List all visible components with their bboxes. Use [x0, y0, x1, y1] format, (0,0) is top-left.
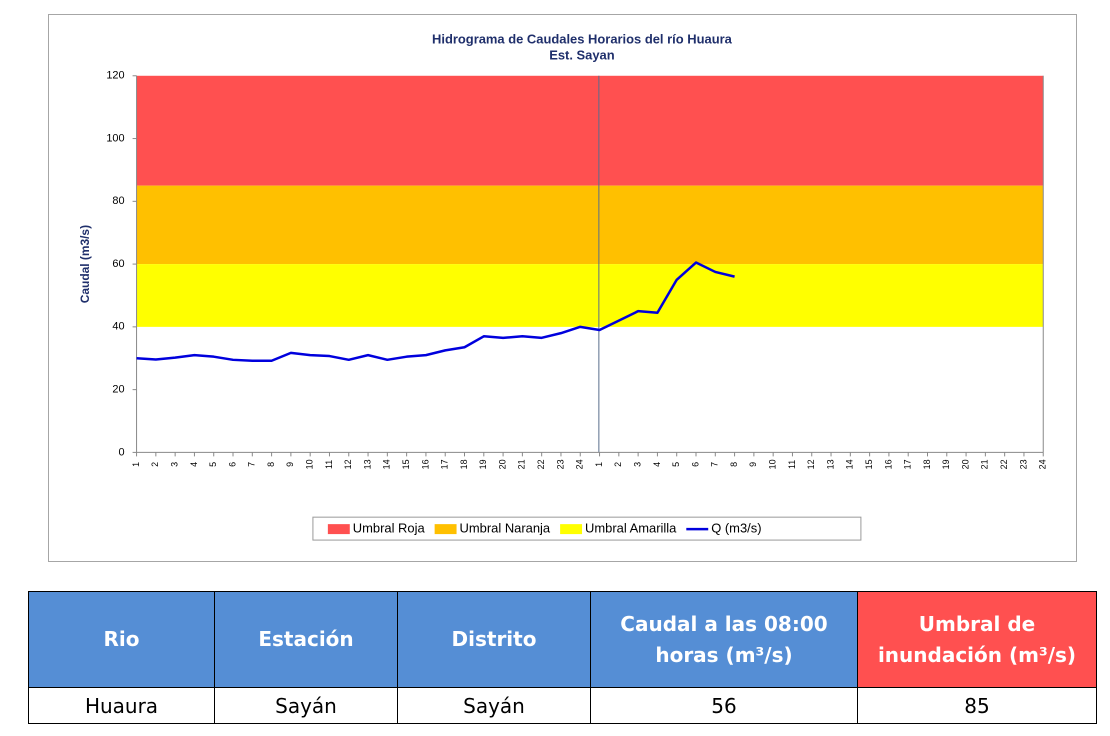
x-tick-label: 8 [729, 462, 739, 467]
x-tick-label: 3 [632, 462, 642, 467]
x-tick-label: 19 [941, 459, 951, 469]
x-tick-label: 2 [150, 462, 160, 467]
x-tick-label: 12 [343, 459, 353, 469]
x-tick-label: 21 [980, 459, 990, 469]
x-tick-label: 24 [575, 459, 585, 469]
x-tick-label: 10 [768, 459, 778, 469]
x-tick-label: 23 [1018, 459, 1028, 469]
header-cell: Rio [28, 591, 215, 688]
header-cell: Distrito [397, 591, 591, 688]
x-tick-label: 18 [459, 459, 469, 469]
x-tick-label: 8 [266, 462, 276, 467]
header-cell: Estación [214, 591, 398, 688]
legend-swatch [434, 524, 457, 535]
x-tick-label: 4 [652, 462, 662, 467]
x-tick-label: 7 [710, 462, 720, 467]
x-tick-label: 17 [440, 459, 450, 469]
x-tick-label: 14 [845, 459, 855, 469]
legend-swatch [327, 524, 350, 535]
x-tick-label: 9 [285, 462, 295, 467]
x-tick-label: 13 [825, 459, 835, 469]
x-tick-label: 16 [883, 459, 893, 469]
chart-subtitle: Est. Sayan [549, 47, 615, 62]
x-tick-label: 21 [517, 459, 527, 469]
chart-title: Hidrograma de Caudales Horarios del río … [432, 31, 733, 46]
x-tick-label: 14 [382, 459, 392, 469]
x-tick-label: 13 [362, 459, 372, 469]
threshold-band [136, 264, 1044, 327]
y-tick-label: 20 [112, 384, 124, 396]
x-tick-label: 3 [170, 462, 180, 467]
x-tick-label: 23 [555, 459, 565, 469]
header-cell: Umbral de inundación (m³/s) [857, 591, 1097, 688]
y-tick-label: 120 [106, 70, 124, 82]
threshold-band [136, 75, 1044, 186]
x-tick-label: 5 [208, 462, 218, 467]
chart: Hidrograma de Caudales Horarios del río … [48, 14, 1077, 562]
cell: Sayán [397, 687, 591, 724]
series-line [136, 261, 735, 362]
x-tick-label: 6 [227, 462, 237, 467]
x-tick-label: 6 [690, 462, 700, 467]
x-tick-label: 11 [787, 460, 797, 469]
y-tick-label: 0 [119, 446, 125, 458]
cell: Sayán [214, 687, 398, 724]
legend [312, 516, 862, 541]
legend-label: Q (m3/s) [711, 521, 761, 536]
x-tick-label: 20 [960, 459, 970, 469]
y-tick-label: 60 [112, 258, 124, 270]
cell: 56 [590, 687, 858, 724]
x-tick-label: 24 [1038, 459, 1048, 469]
legend-label: Umbral Naranja [460, 521, 551, 536]
x-tick-label: 20 [497, 459, 507, 469]
x-tick-label: 2 [613, 462, 623, 467]
y-tick-label: 80 [112, 195, 124, 207]
y-tick-label: 100 [106, 132, 124, 144]
legend-swatch [560, 524, 583, 535]
y-axis-label: Caudal (m3/s) [78, 225, 92, 303]
header-cell: Caudal a las 08:00 horas (m³/s) [590, 591, 858, 688]
table: Rio Estación Distrito Caudal a las 08:00… [28, 591, 1097, 724]
x-tick-label: 1 [131, 462, 141, 467]
x-tick-label: 15 [401, 459, 411, 469]
x-tick-label: 19 [478, 459, 488, 469]
row: Huaura Sayán Sayán 56 85 [28, 687, 1097, 724]
x-tick-label: 22 [536, 459, 546, 469]
header-row: Rio Estación Distrito Caudal a las 08:00… [28, 591, 1097, 688]
x-tick-label: 18 [922, 459, 932, 469]
legend-label: Umbral Amarilla [585, 521, 677, 536]
x-tick-label: 10 [305, 459, 315, 469]
cell: Huaura [28, 687, 215, 724]
y-tick-label: 40 [112, 321, 124, 333]
legend-label: Umbral Roja [353, 521, 426, 536]
x-tick-label: 22 [999, 459, 1009, 469]
x-tick-label: 9 [748, 462, 758, 467]
x-tick-label: 16 [420, 459, 430, 469]
x-tick-label: 15 [864, 459, 874, 469]
x-tick-label: 7 [247, 462, 257, 467]
x-tick-label: 11 [324, 460, 334, 469]
x-tick-label: 1 [594, 462, 604, 467]
x-tick-label: 5 [671, 462, 681, 467]
x-tick-label: 12 [806, 459, 816, 469]
x-tick-label: 17 [903, 459, 913, 469]
x-tick-label: 4 [189, 462, 199, 467]
cell: 85 [857, 687, 1097, 724]
threshold-band [136, 185, 1044, 265]
